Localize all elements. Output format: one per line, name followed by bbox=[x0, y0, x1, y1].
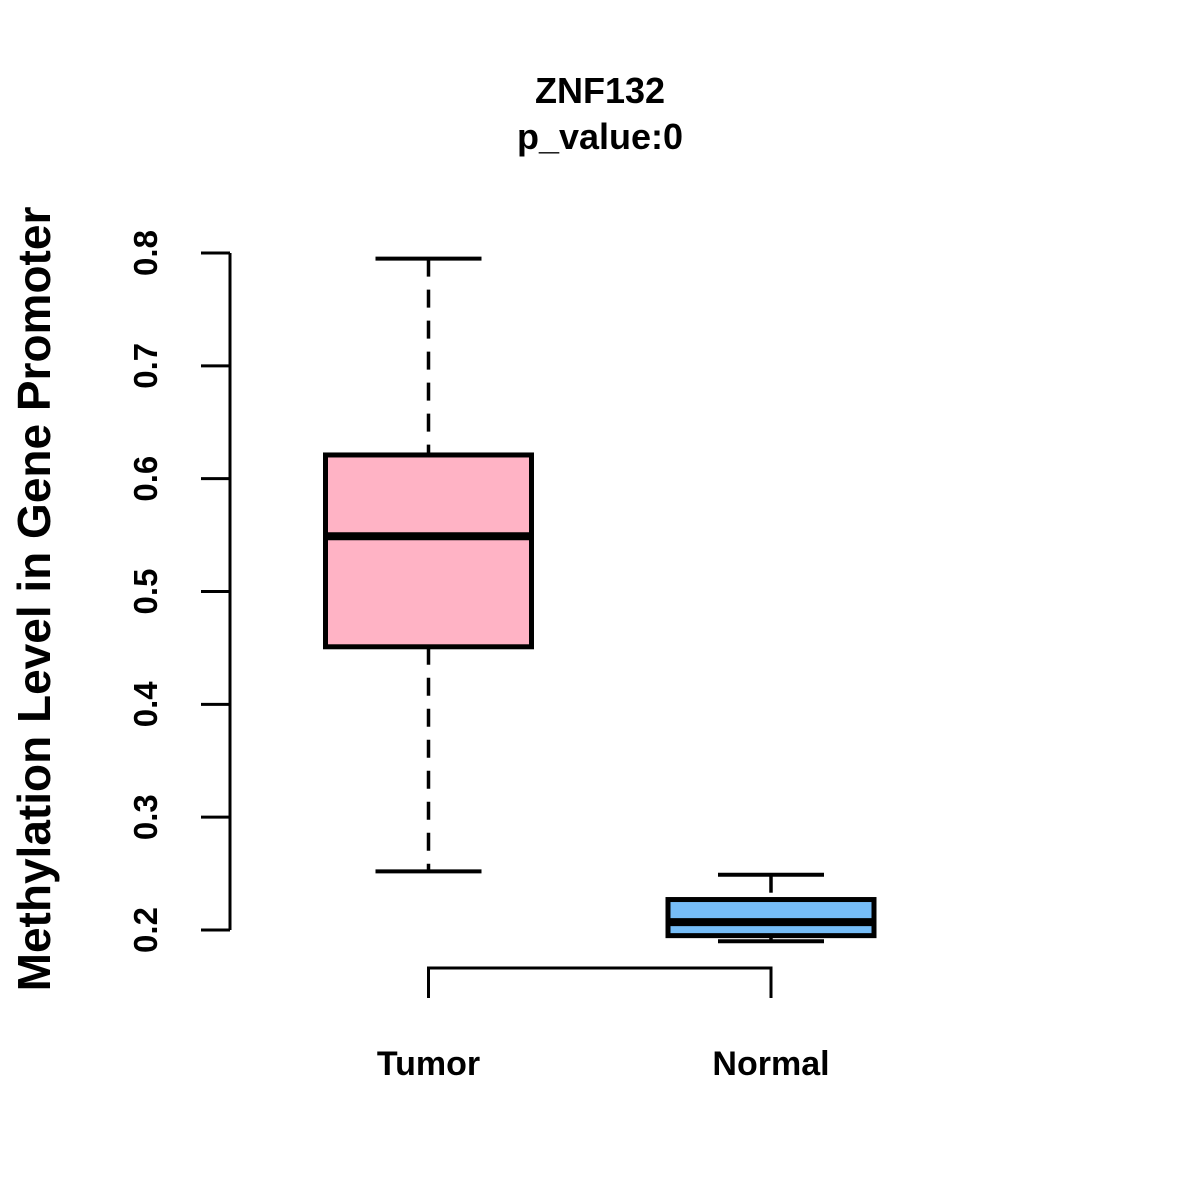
group-label-normal: Normal bbox=[712, 1045, 829, 1083]
iqr-box-normal bbox=[665, 897, 877, 939]
plot-area: 0.2 0.3 0.4 0.5 0.6 0.7 0.8 Tumor Normal bbox=[127, 230, 877, 1083]
group-label-tumor: Tumor bbox=[377, 1045, 480, 1083]
y-axis-label: Methylation Level in Gene Promoter bbox=[8, 207, 60, 992]
y-tick-label: 0.3 bbox=[127, 794, 164, 840]
y-tick-label: 0.8 bbox=[127, 230, 164, 276]
y-tick-label: 0.5 bbox=[127, 569, 164, 615]
chart-title: ZNF132 bbox=[535, 70, 665, 111]
y-tick-label: 0.2 bbox=[127, 907, 164, 953]
y-tick-label: 0.4 bbox=[127, 681, 164, 728]
chart-subtitle: p_value:0 bbox=[517, 116, 683, 157]
y-tick-label: 0.7 bbox=[127, 343, 164, 389]
y-tick-label: 0.6 bbox=[127, 456, 164, 502]
x-axis-bracket bbox=[427, 966, 773, 998]
iqr-box-tumor bbox=[323, 452, 534, 650]
